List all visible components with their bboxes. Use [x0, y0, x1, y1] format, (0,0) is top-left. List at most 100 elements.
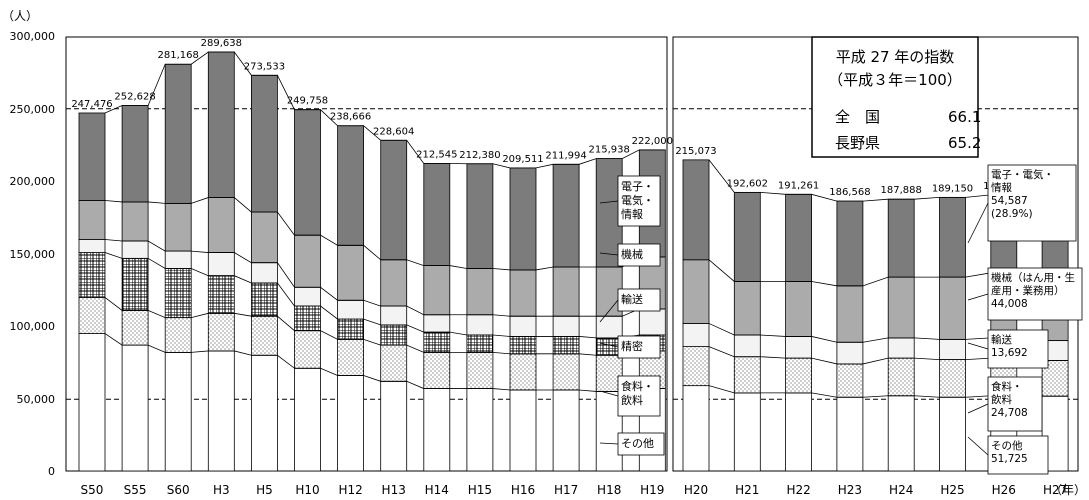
label-leader-line [967, 403, 989, 414]
bar-segment-electronics [887, 198, 915, 278]
series-label: 食料・飲料 24,708 [991, 380, 1028, 419]
label-leader-line [967, 436, 989, 456]
x-tick-label: H10 [295, 483, 319, 497]
bar-segment-food [121, 310, 149, 346]
series-label-box [987, 376, 1043, 432]
x-axis-unit: （年） [1050, 483, 1086, 497]
bar-segment-other [380, 380, 408, 472]
bar-segment-food [785, 357, 812, 394]
bar-segment-precision [337, 318, 365, 340]
x-tick-label: S60 [167, 483, 190, 497]
bar-segment-transport [836, 341, 864, 365]
series-label: 機械 [621, 247, 643, 261]
x-tick-label: H18 [597, 483, 621, 497]
label-leader-line [599, 342, 619, 348]
bar-segment-transport [733, 334, 761, 358]
bar-segment-transport [78, 239, 106, 253]
bar-segment-other [164, 351, 192, 472]
bar-segment-food [887, 357, 915, 397]
bar-segment-precision [294, 305, 321, 332]
total-data-label: 186,568 [829, 187, 870, 198]
y-tick-label: 300,000 [10, 30, 56, 43]
series-connector-food [104, 297, 666, 356]
bar-segment-other [121, 344, 149, 472]
bar-segment-other [250, 354, 278, 472]
bar-segment-food [552, 353, 580, 391]
total-data-label: 215,938 [589, 145, 630, 156]
bar-segment-electronics [78, 112, 106, 201]
bar-segment-transport [121, 240, 149, 259]
y-tick-label: 200,000 [10, 175, 56, 188]
bar-segment-other [939, 396, 966, 472]
total-data-label: 252,628 [114, 92, 155, 103]
index-box-title: 平成 27 年の指数 [836, 48, 955, 66]
total-data-label: 191,261 [778, 180, 819, 191]
bar-segment-electronics [552, 163, 580, 268]
bar-segment-food [164, 317, 192, 353]
bar-segment-machinery [78, 200, 106, 240]
x-tick-label: H12 [338, 483, 362, 497]
index-box-frame [811, 36, 979, 158]
series-label-box [987, 164, 1077, 242]
x-tick-label: H25 [940, 483, 964, 497]
bar-segment-transport [337, 299, 365, 320]
series-label: 精密 [621, 339, 643, 353]
total-data-label: 222,000 [632, 136, 673, 147]
bar-segment-other [337, 375, 365, 472]
y-axis: 0 50,000 100,000 150,000 200,000 250,000… [10, 30, 56, 478]
bar-segment-other [207, 350, 235, 472]
x-tick-label: H16 [511, 483, 535, 497]
total-data-label: 238,666 [330, 112, 371, 123]
label-leader-line [599, 390, 619, 397]
bar-segment-other [294, 367, 321, 472]
bar-segment-transport [887, 337, 915, 359]
bar-segment-precision [250, 282, 278, 317]
bar-segment-precision [466, 334, 494, 353]
label-leader-line [967, 202, 989, 244]
bar-segment-electronics [939, 196, 966, 278]
label-leader-line [599, 442, 619, 445]
x-tick-label: H13 [382, 483, 406, 497]
total-data-label: 273,533 [244, 61, 285, 72]
bar-segment-transport [164, 250, 192, 269]
bar-segment-precision [164, 268, 192, 319]
x-tick-label: H20 [684, 483, 708, 497]
bar-segment-electronics [509, 167, 537, 271]
total-data-label: 289,638 [201, 38, 242, 49]
bar-segment-machinery [250, 211, 278, 264]
series-label: 電子・電気・情報 54,587 (28.9%) [991, 168, 1054, 220]
total-data-label: 249,758 [287, 96, 328, 107]
index-row-label: 長野県 [835, 134, 880, 152]
series-label-box [987, 329, 1049, 369]
total-data-label: 215,073 [675, 146, 716, 157]
bar-segment-transport [939, 338, 966, 361]
x-tick-label: H17 [554, 483, 578, 497]
index-row-label: 全 国 [835, 108, 880, 126]
total-data-label: 187,888 [881, 185, 922, 196]
bar-segment-other [836, 396, 864, 472]
bar-segment-food [682, 346, 710, 387]
x-tick-label: H24 [889, 483, 913, 497]
bar-segment-other [733, 392, 761, 472]
bar-segment-electronics [250, 74, 278, 213]
x-tick-label: H15 [468, 483, 492, 497]
bar-segment-precision [121, 257, 149, 311]
bar-segment-other [785, 392, 812, 472]
bar-segment-precision [552, 336, 580, 355]
label-leader-line [599, 252, 619, 256]
bar-segment-precision [509, 336, 537, 355]
index-box: 平成 27 年の指数 （平成３年＝100） 全 国 66.1 長野県 65.2 [811, 36, 981, 158]
x-tick-label: H26 [992, 483, 1016, 497]
bar-segment-machinery [552, 266, 580, 317]
y-axis-unit: （人） [2, 9, 38, 23]
x-tick-label: H5 [256, 483, 273, 497]
bar-segment-other [552, 389, 580, 472]
total-data-label: 228,604 [373, 126, 414, 137]
x-tick-label: H14 [425, 483, 449, 497]
bar-segment-electronics [466, 163, 494, 269]
bar-segment-other [595, 391, 623, 472]
y-tick-label: 50,000 [17, 393, 56, 406]
bar-segment-transport [423, 314, 451, 333]
label-leader-line [967, 293, 989, 301]
